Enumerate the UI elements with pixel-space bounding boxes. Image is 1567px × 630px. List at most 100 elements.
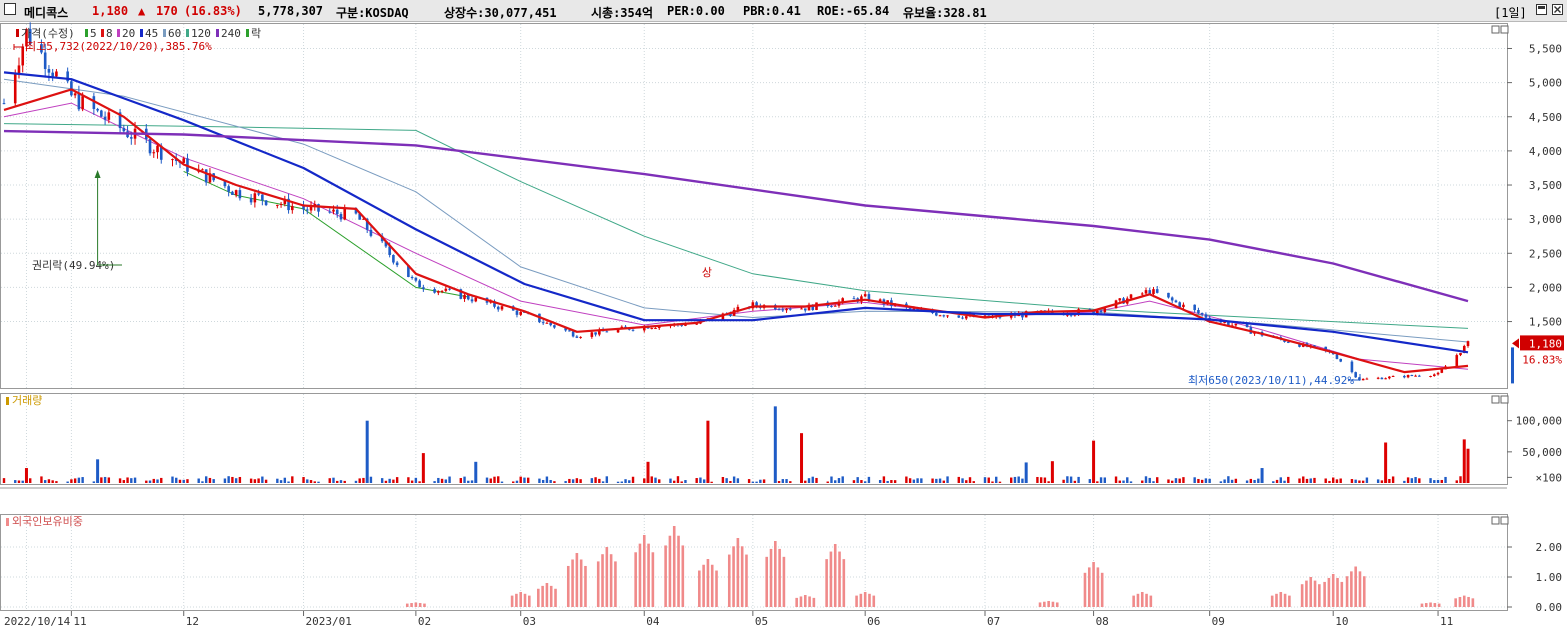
volume-bar (171, 476, 174, 483)
volume-bar (676, 476, 680, 483)
candle-body (852, 298, 856, 300)
candle-body (1170, 297, 1174, 301)
volume-bar (1122, 480, 1125, 483)
low-price-annotation: 최저650(2023/10/11),44.92% (1188, 374, 1354, 387)
candle-body (1324, 346, 1328, 351)
legend-swatch (16, 29, 19, 37)
candle-body (1350, 361, 1354, 373)
legend-label: 락 (251, 27, 261, 40)
candle-body (384, 241, 388, 247)
ma8-line (3, 88, 1469, 374)
volume-bar (912, 479, 916, 483)
select-checkbox-icon[interactable] (4, 3, 17, 19)
stock-name[interactable]: 메디콕스 (24, 6, 69, 20)
candle-body (249, 198, 253, 203)
candle-body (118, 112, 122, 129)
candle-body (590, 332, 594, 337)
candle-body (204, 169, 208, 183)
candle-body (863, 294, 867, 297)
foreign-bar (1305, 580, 1308, 607)
volume-bar (291, 476, 294, 483)
volume-bar (1234, 478, 1238, 483)
candle-body (564, 327, 567, 331)
volume-bar (1302, 476, 1305, 483)
volume-bar (317, 481, 320, 483)
volume-bar (1429, 478, 1432, 483)
candle-body (422, 287, 425, 290)
stock-chart[interactable]: 1,500 2,000 2,500 3,000 3,500 4,000 4,500 5,000… (0, 22, 1567, 630)
foreign-bar (868, 593, 871, 607)
volume-bar (882, 476, 886, 483)
candle-body (77, 93, 81, 110)
volume-bar (673, 480, 676, 483)
volume-panel (0, 393, 1508, 485)
volume-bar (182, 479, 185, 483)
legend-label: 가격(수정) (21, 27, 75, 40)
price-change: 170 (156, 4, 178, 18)
foreign-bar (745, 554, 748, 607)
volume-bar (1010, 477, 1013, 483)
maximize-icon[interactable] (1536, 4, 1548, 19)
volume-bar (781, 479, 785, 483)
candle-body (418, 280, 421, 288)
candle-body (1286, 341, 1290, 343)
volume-bar (160, 477, 163, 483)
volume-bar (448, 476, 451, 483)
volume-bar (1077, 476, 1080, 483)
period-button[interactable]: [1일] (1494, 6, 1527, 20)
candle-body (253, 193, 257, 203)
volume-bar (1017, 476, 1020, 483)
foreign-bar (1275, 593, 1278, 607)
candle-body (261, 194, 264, 201)
candle-body (264, 200, 268, 206)
candle-body (785, 308, 788, 311)
candle-body (654, 328, 657, 330)
candle-body (803, 308, 807, 311)
volume-bar (1073, 480, 1077, 483)
volume-bar (983, 477, 987, 483)
x-tick-label: 2023/01 (306, 615, 352, 628)
foreign-bar (405, 603, 409, 607)
price-tick-label: 5,500 (1529, 42, 1562, 55)
foreign-bar (859, 593, 863, 607)
candle-body (466, 294, 470, 300)
foreign-bar (1140, 592, 1144, 607)
ma45-line (3, 71, 1469, 354)
candle-body (174, 159, 178, 161)
volume-bar (227, 476, 230, 483)
candle-body (28, 28, 32, 45)
candle-body (1358, 377, 1361, 381)
candle-body (1193, 304, 1196, 311)
candle-body (755, 302, 758, 306)
candle-body (388, 246, 391, 255)
foreign-bar (808, 596, 811, 607)
close-icon[interactable] (1552, 4, 1564, 19)
volume-bar (395, 477, 399, 483)
foreign-bar (1458, 596, 1462, 607)
foreign-tick-label: 1.00 (1536, 571, 1563, 584)
foreign-bar (1149, 595, 1153, 607)
foreign-bar (1433, 603, 1437, 607)
volume-bar (40, 476, 43, 483)
foreign-bar (528, 595, 531, 607)
candle-body (1384, 378, 1387, 380)
panel-minimize-icon (1491, 395, 1500, 404)
volume-bar (1324, 478, 1327, 483)
volume-bar (773, 406, 777, 483)
foreign-legend-swatch (6, 518, 9, 526)
x-tick-label: 03 (523, 615, 536, 628)
foreign-bar (795, 597, 798, 607)
volume-bar (541, 479, 545, 483)
volume-bar (489, 478, 492, 483)
volume-bar (208, 477, 212, 483)
volume-bar (410, 480, 414, 483)
volume-bar (223, 478, 227, 483)
volume-bar (747, 479, 751, 483)
volume-bar (710, 481, 713, 483)
candle-body (407, 265, 410, 277)
candle-body (182, 158, 186, 163)
foreign-bar (825, 559, 828, 607)
volume-bar (362, 477, 365, 483)
volume-bar (126, 477, 129, 483)
foreign-bar (1096, 567, 1100, 607)
